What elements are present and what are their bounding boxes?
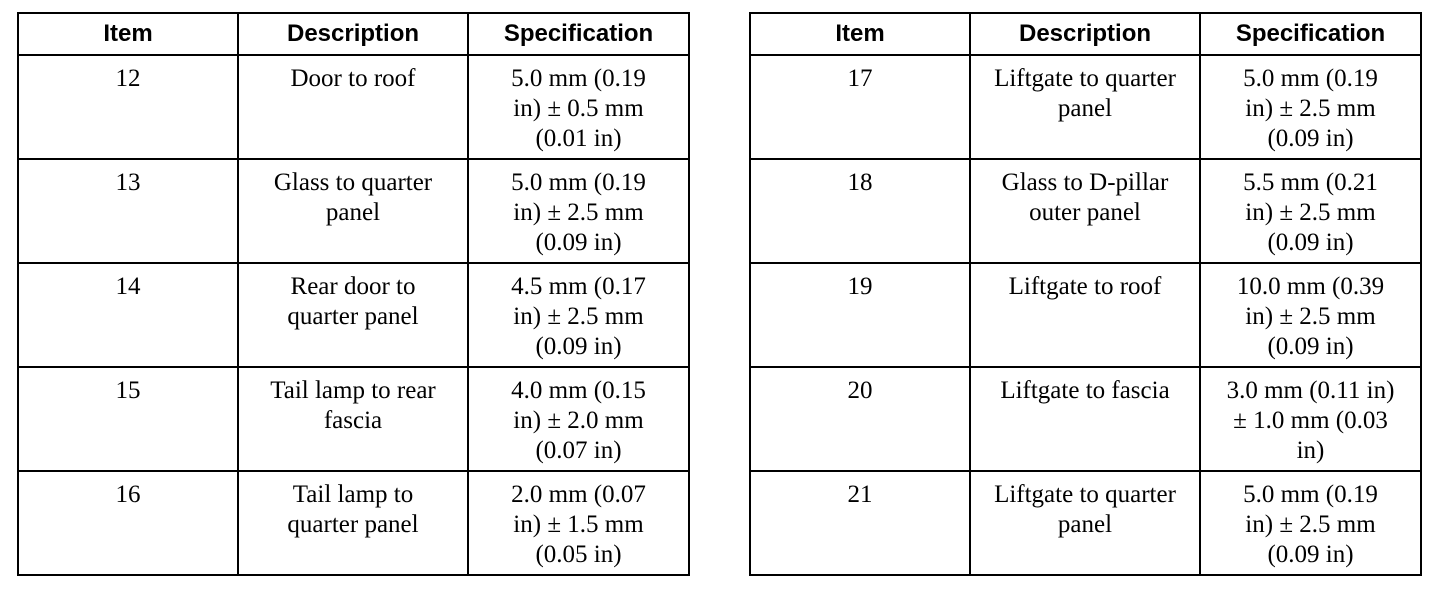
cell: Liftgate to roof <box>969 262 1201 368</box>
cell-text: 16 <box>115 481 141 508</box>
header-cell: Item <box>17 12 239 56</box>
cell: 15 <box>17 366 239 472</box>
cell: Glass to quarter panel <box>237 158 469 264</box>
row: 12 Door to roof 5.0 mm (0.19 in) ± 0.5 mm … <box>17 54 690 160</box>
row: 15 Tail lamp to rear fascia 4.0 mm (0.15 i… <box>17 366 690 472</box>
cell-text: 4.0 mm (0.15 in) ± 2.0 mm (0.07 in) <box>511 377 646 464</box>
cell-text: Tail lamp to rear fascia <box>270 377 436 434</box>
row: 20 Liftgate to fascia 3.0 mm (0.11 in) ± 1… <box>749 366 1422 472</box>
cell: Liftgate to quarter panel <box>969 470 1201 576</box>
cell-text: 18 <box>847 169 873 196</box>
row: 14 Rear door to quarter panel 4.5 mm (0.17… <box>17 262 690 368</box>
header-row: Item Description Specification <box>17 12 690 56</box>
cell: 18 <box>749 158 971 264</box>
cell: 5.0 mm (0.19 in) ± 2.5 mm (0.09 in) <box>1199 470 1422 576</box>
cell-text: 5.0 mm (0.19 in) ± 2.5 mm (0.09 in) <box>511 169 646 256</box>
cell-text: 15 <box>115 377 141 404</box>
row: 21 Liftgate to quarter panel 5.0 mm (0.19 … <box>749 470 1422 576</box>
cell-text: 13 <box>115 169 141 196</box>
cell: Tail lamp to quarter panel <box>237 470 469 576</box>
cell: 4.5 mm (0.17 in) ± 2.5 mm (0.09 in) <box>467 262 690 368</box>
cell-text: Rear door to quarter panel <box>287 273 419 330</box>
cell-text: Glass to D-pillar outer panel <box>1001 169 1169 226</box>
cell: 3.0 mm (0.11 in) ± 1.0 mm (0.03 in) <box>1199 366 1422 472</box>
row: 17 Liftgate to quarter panel 5.0 mm (0.19 … <box>749 54 1422 160</box>
cell: 16 <box>17 470 239 576</box>
cell-text: 5.5 mm (0.21 in) ± 2.5 mm (0.09 in) <box>1243 169 1378 256</box>
row: 19 Liftgate to roof 10.0 mm (0.39 in) ± 2.… <box>749 262 1422 368</box>
header-cell: Description <box>969 12 1201 56</box>
cell: 2.0 mm (0.07 in) ± 1.5 mm (0.05 in) <box>467 470 690 576</box>
cell: Tail lamp to rear fascia <box>237 366 469 472</box>
cell-text: Door to roof <box>290 65 416 92</box>
header-cell: Specification <box>1199 12 1422 56</box>
cell: 20 <box>749 366 971 472</box>
cell: 13 <box>17 158 239 264</box>
cell: 5.5 mm (0.21 in) ± 2.5 mm (0.09 in) <box>1199 158 1422 264</box>
cell: 5.0 mm (0.19 in) ± 2.5 mm (0.09 in) <box>1199 54 1422 160</box>
row: 16 Tail lamp to quarter panel 2.0 mm (0.07… <box>17 470 690 576</box>
cell: 12 <box>17 54 239 160</box>
cell-text: 2.0 mm (0.07 in) ± 1.5 mm (0.05 in) <box>511 481 646 568</box>
spec-table: Item Description Specification 17 Liftgate t… <box>749 12 1422 576</box>
cell-text: Liftgate to roof <box>1008 273 1162 300</box>
cell-text: 5.0 mm (0.19 in) ± 2.5 mm (0.09 in) <box>1243 481 1378 568</box>
cell: Door to roof <box>237 54 469 160</box>
cell-text: 21 <box>847 481 873 508</box>
cell-text: Liftgate to quarter panel <box>994 481 1176 538</box>
cell: 10.0 mm (0.39 in) ± 2.5 mm (0.09 in) <box>1199 262 1422 368</box>
cell: 14 <box>17 262 239 368</box>
cell: 21 <box>749 470 971 576</box>
cell-text: 19 <box>847 273 873 300</box>
header-cell: Specification <box>467 12 690 56</box>
cell: 5.0 mm (0.19 in) ± 2.5 mm (0.09 in) <box>467 158 690 264</box>
cell: 4.0 mm (0.15 in) ± 2.0 mm (0.07 in) <box>467 366 690 472</box>
cell-text: 3.0 mm (0.11 in) ± 1.0 mm (0.03 in) <box>1226 377 1395 464</box>
cell: Liftgate to fascia <box>969 366 1201 472</box>
header-cell: Item <box>749 12 971 56</box>
header-cell: Description <box>237 12 469 56</box>
cell-text: 20 <box>847 377 873 404</box>
header-row: Item Description Specification <box>749 12 1422 56</box>
cell-text: Glass to quarter panel <box>273 169 433 226</box>
cell-text: 4.5 mm (0.17 in) ± 2.5 mm (0.09 in) <box>511 273 646 360</box>
row: 13 Glass to quarter panel 5.0 mm (0.19 in)… <box>17 158 690 264</box>
cell-text: 14 <box>115 273 141 300</box>
cell: Rear door to quarter panel <box>237 262 469 368</box>
cell: 17 <box>749 54 971 160</box>
cell-text: 12 <box>115 65 141 92</box>
cell-text: Liftgate to fascia <box>1000 377 1170 404</box>
cell: Glass to D-pillar outer panel <box>969 158 1201 264</box>
spec-table: Item Description Specification 12 Door to ro… <box>17 12 690 576</box>
cell: Liftgate to quarter panel <box>969 54 1201 160</box>
cell: 19 <box>749 262 971 368</box>
cell-text: Tail lamp to quarter panel <box>287 481 419 538</box>
cell-text: 17 <box>847 65 873 92</box>
cell-text: Liftgate to quarter panel <box>994 65 1176 122</box>
cell: 5.0 mm (0.19 in) ± 0.5 mm (0.01 in) <box>467 54 690 160</box>
cell-text: 5.0 mm (0.19 in) ± 2.5 mm (0.09 in) <box>1243 65 1378 152</box>
cell-text: 5.0 mm (0.19 in) ± 0.5 mm (0.01 in) <box>511 65 646 152</box>
cell-text: 10.0 mm (0.39 in) ± 2.5 mm (0.09 in) <box>1236 273 1385 360</box>
row: 18 Glass to D-pillar outer panel 5.5 mm (0… <box>749 158 1422 264</box>
